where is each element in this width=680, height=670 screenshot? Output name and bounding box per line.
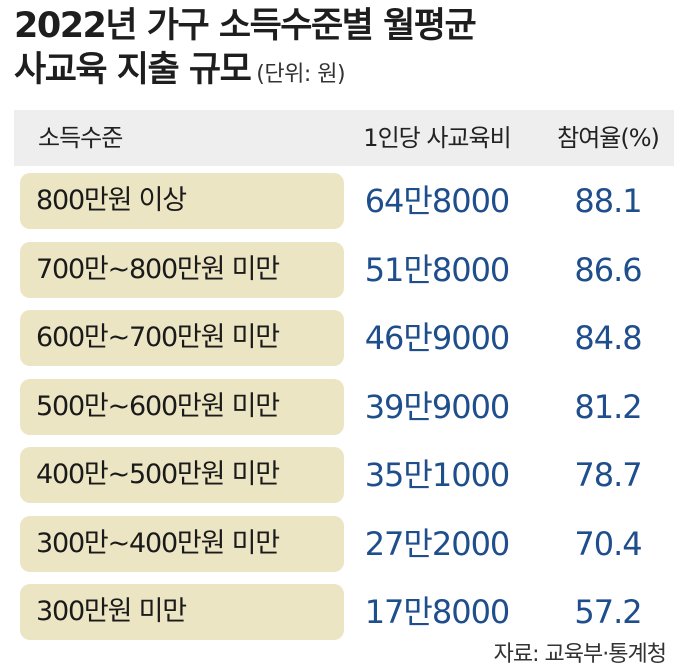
chart-title: 2022년 가구 소득수준별 월평균 사교육 지출 규모 (단위: 원) [14,4,477,97]
income-level-label: 600만~700만원 미만 [20,310,344,366]
participation-rate-value: 86.6 [574,251,642,289]
income-level-label: 500만~600만원 미만 [20,379,344,435]
table-row: 700만~800만원 미만 51만8000 86.6 [14,242,674,298]
participation-rate-value: 57.2 [574,593,642,631]
source-note: 자료: 교육부·통계청 [493,642,667,667]
table-row: 800만원 이상 64만8000 88.1 [14,173,674,229]
title-line-2-wrap: 사교육 지출 규모 (단위: 원) [14,48,475,97]
participation-rate-value: 78.7 [574,456,642,494]
participation-rate-value: 81.2 [574,388,642,426]
per-capita-cost-value: 64만8000 [364,182,511,220]
participation-rate-value: 70.4 [574,525,642,563]
column-header-income-level: 소득수준 [38,124,123,152]
participation-rate-value: 88.1 [574,182,642,220]
per-capita-cost-value: 51만8000 [364,251,511,289]
per-capita-cost-value: 39만9000 [364,388,511,426]
table-row: 600만~700만원 미만 46만9000 84.8 [14,310,674,366]
unit-note: (단위: 원) [256,62,346,87]
income-level-label: 700만~800만원 미만 [20,242,344,298]
income-level-label: 400만~500만원 미만 [20,447,344,503]
income-level-label: 800만원 이상 [20,173,344,229]
table-row: 300만원 미만 17만8000 57.2 [14,584,674,640]
column-header-per-capita-cost: 1인당 사교육비 [363,124,511,152]
income-level-label: 300만원 미만 [20,584,344,640]
column-header-participation-rate: 참여율(%) [557,124,660,152]
table-row: 300만~400만원 미만 27만2000 70.4 [14,516,674,572]
table-header-band [14,110,674,166]
table-row: 400만~500만원 미만 35만1000 78.7 [14,447,674,503]
title-line-2: 사교육 지출 규모 [14,50,252,90]
per-capita-cost-value: 46만9000 [364,319,511,357]
per-capita-cost-value: 27만2000 [364,525,511,563]
income-level-label: 300만~400만원 미만 [20,516,344,572]
per-capita-cost-value: 17만8000 [364,593,511,631]
per-capita-cost-value: 35만1000 [364,456,511,494]
table-row: 500만~600만원 미만 39만9000 81.2 [14,379,674,435]
title-line-1: 2022년 가구 소득수준별 월평균 [14,6,477,46]
participation-rate-value: 84.8 [574,319,642,357]
